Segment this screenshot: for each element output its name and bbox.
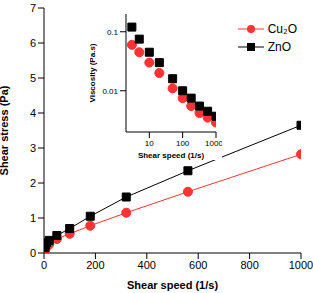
svg-text:0.1: 0.1 bbox=[107, 28, 119, 37]
svg-text:4: 4 bbox=[30, 107, 36, 119]
svg-text:3: 3 bbox=[30, 142, 36, 154]
html-text:ZnO: ZnO bbox=[267, 40, 291, 54]
html-text:Cu₂O: Cu₂O bbox=[267, 22, 297, 36]
svg-text:Shear speed (1/s): Shear speed (1/s) bbox=[138, 151, 205, 160]
svg-text:100: 100 bbox=[176, 139, 190, 148]
svg-text:600: 600 bbox=[189, 259, 207, 271]
svg-text:0: 0 bbox=[41, 259, 47, 271]
svg-text:0.01: 0.01 bbox=[102, 87, 118, 96]
svg-text:1000: 1000 bbox=[289, 259, 305, 271]
svg-text:7: 7 bbox=[30, 2, 36, 14]
svg-text:2: 2 bbox=[30, 177, 36, 189]
svg-text:200: 200 bbox=[86, 259, 104, 271]
svg-text:6: 6 bbox=[30, 37, 36, 49]
svg-text:800: 800 bbox=[240, 259, 258, 271]
svg-text:400: 400 bbox=[138, 259, 156, 271]
svg-text:0: 0 bbox=[30, 247, 36, 259]
svg-text:1: 1 bbox=[30, 212, 36, 224]
svg-text:Shear stress (Pa): Shear stress (Pa) bbox=[8, 85, 10, 175]
svg-text:Viscosity (Pa.s): Viscosity (Pa.s) bbox=[90, 43, 97, 102]
svg-text:Shear speed (1/s): Shear speed (1/s) bbox=[127, 279, 218, 291]
svg-text:1000: 1000 bbox=[205, 139, 222, 148]
svg-text:5: 5 bbox=[30, 72, 36, 84]
svg-text:10: 10 bbox=[145, 139, 154, 148]
